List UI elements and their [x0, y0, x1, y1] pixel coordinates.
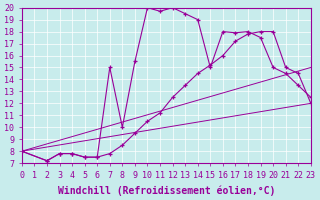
- X-axis label: Windchill (Refroidissement éolien,°C): Windchill (Refroidissement éolien,°C): [58, 185, 275, 196]
